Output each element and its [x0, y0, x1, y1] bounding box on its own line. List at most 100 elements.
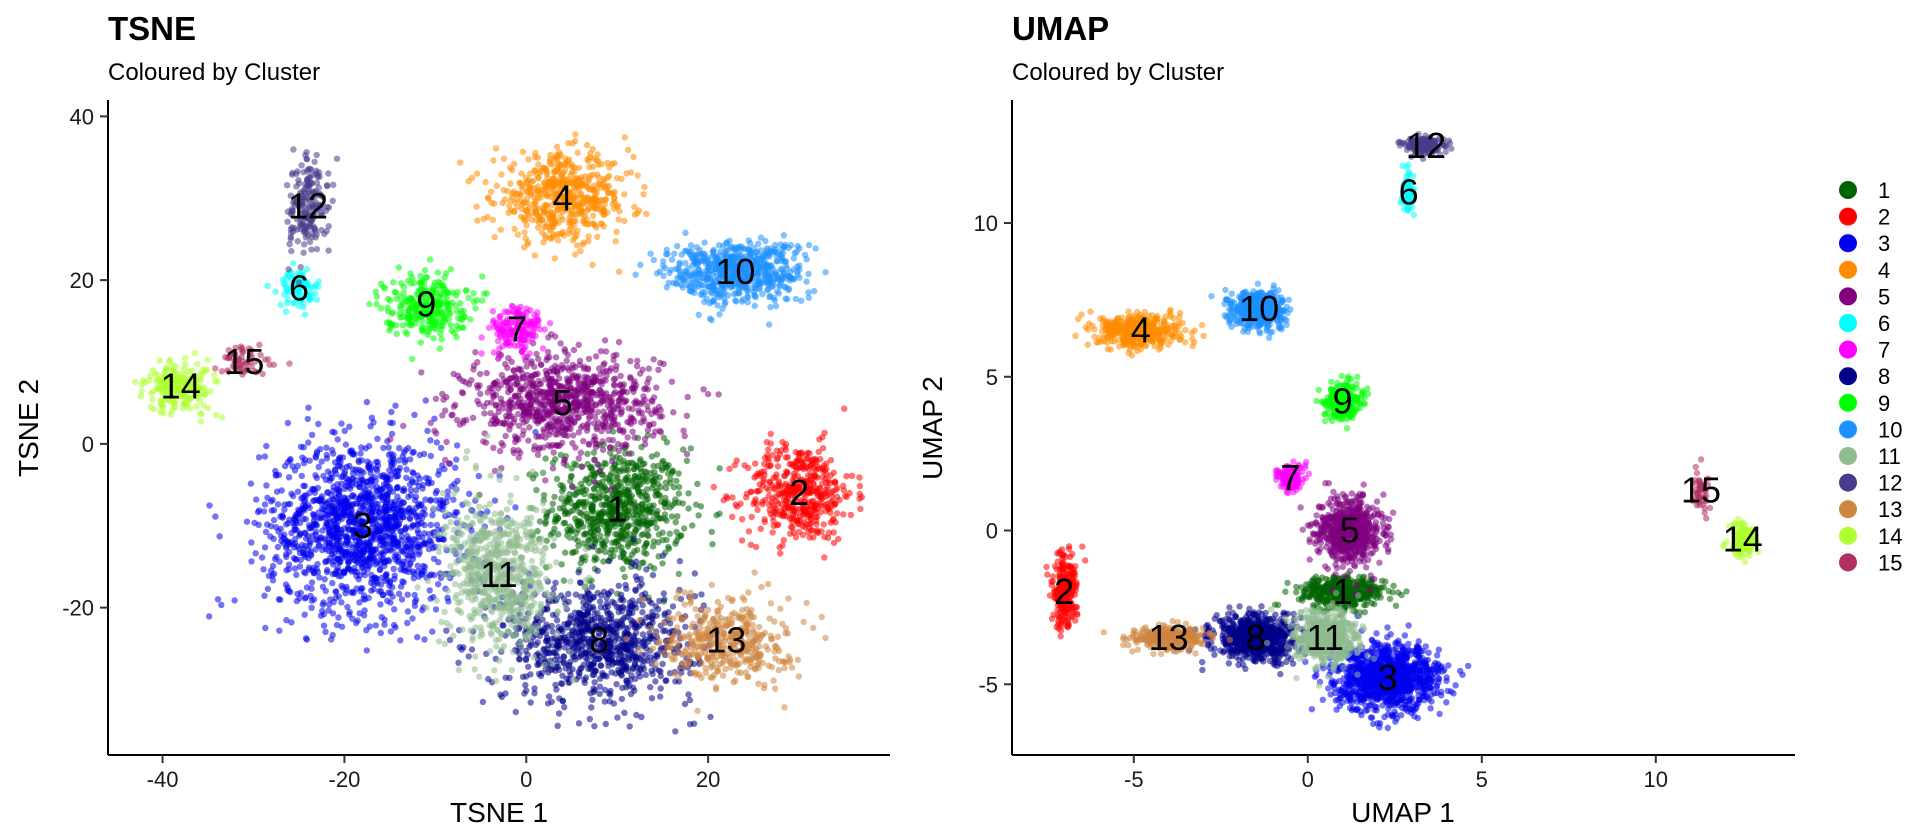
scatter-point: [306, 504, 313, 511]
scatter-point: [527, 401, 534, 408]
scatter-point: [600, 408, 607, 415]
scatter-point: [621, 709, 628, 716]
scatter-point: [380, 444, 387, 452]
scatter-point: [522, 681, 529, 689]
scatter-point: [576, 517, 583, 525]
scatter-point: [692, 501, 700, 508]
scatter-point: [586, 175, 593, 182]
scatter-point: [856, 474, 863, 481]
scatter-point: [498, 439, 505, 447]
scatter-point: [546, 156, 554, 163]
scatter-point: [806, 534, 813, 541]
scatter-point: [682, 623, 689, 630]
scatter-point: [610, 659, 618, 666]
scatter-point: [812, 488, 820, 495]
scatter-point: [561, 346, 568, 353]
scatter-point: [591, 723, 598, 730]
scatter-point: [624, 522, 632, 529]
scatter-point: [331, 570, 339, 577]
scatter-point: [367, 423, 374, 430]
scatter-point: [594, 233, 601, 240]
scatter-point: [560, 577, 568, 584]
scatter-point: [500, 155, 508, 162]
tsne-subtitle: Coloured by Cluster: [108, 59, 320, 86]
scatter-point: [752, 543, 760, 551]
scatter-point: [406, 504, 413, 512]
scatter-point: [313, 296, 321, 303]
scatter-point: [537, 380, 544, 388]
scatter-point: [294, 590, 301, 598]
scatter-point: [247, 480, 255, 487]
scatter-point: [525, 437, 532, 444]
scatter-point: [433, 439, 440, 446]
scatter-point: [435, 471, 442, 478]
scatter-point: [523, 687, 530, 694]
scatter-point: [283, 553, 290, 561]
scatter-point: [825, 529, 833, 536]
scatter-point: [356, 572, 363, 579]
scatter-point: [668, 469, 675, 477]
scatter-point: [592, 440, 599, 448]
scatter-point: [764, 451, 771, 459]
scatter-point: [615, 338, 623, 346]
scatter-point: [799, 522, 806, 530]
scatter-point: [638, 531, 645, 539]
scatter-point: [535, 224, 542, 231]
scatter-point: [614, 714, 621, 721]
scatter-point: [815, 448, 822, 455]
scatter-point: [395, 590, 403, 597]
scatter-point: [278, 512, 286, 519]
scatter-point: [575, 164, 583, 172]
scatter-point: [333, 621, 341, 629]
scatter-point: [511, 225, 518, 232]
scatter-point: [485, 324, 493, 331]
scatter-point: [342, 474, 350, 482]
scatter-point: [400, 579, 407, 586]
scatter-point: [713, 512, 720, 519]
scatter-point: [487, 188, 495, 195]
scatter-point: [503, 412, 510, 420]
scatter-point: [572, 180, 579, 187]
scatter-point: [285, 474, 293, 481]
scatter-point: [321, 576, 328, 583]
scatter-point: [409, 479, 416, 486]
scatter-point: [317, 534, 324, 542]
scatter-point: [267, 523, 275, 530]
scatter-point: [605, 436, 613, 444]
scatter-point: [633, 362, 641, 370]
scatter-point: [641, 435, 649, 443]
scatter-point: [668, 513, 676, 520]
scatter-point: [368, 579, 375, 586]
scatter-point: [670, 409, 677, 416]
scatter-point: [416, 451, 423, 459]
scatter-point: [570, 432, 577, 439]
scatter-point: [599, 181, 606, 188]
scatter-point: [655, 531, 663, 538]
scatter-point: [418, 501, 425, 508]
scatter-point: [481, 410, 488, 417]
scatter-point: [646, 597, 653, 605]
scatter-point: [332, 588, 340, 595]
scatter-point: [498, 171, 505, 178]
scatter-point: [328, 446, 336, 454]
scatter-point: [821, 501, 829, 509]
scatter-point: [419, 570, 426, 577]
scatter-point: [567, 508, 574, 515]
scatter-point: [350, 589, 357, 597]
scatter-point: [476, 370, 484, 378]
scatter-point: [416, 475, 424, 482]
scatter-point: [427, 452, 435, 460]
scatter-point: [583, 141, 591, 149]
scatter-point: [632, 472, 639, 480]
scatter-point: [599, 510, 606, 517]
scatter-point: [550, 542, 557, 549]
scatter-point: [541, 428, 548, 435]
scatter-point: [576, 380, 583, 387]
scatter-point: [686, 696, 694, 704]
scatter-point: [333, 526, 340, 533]
scatter-point: [777, 550, 784, 557]
scatter-point: [512, 374, 519, 381]
scatter-point: [519, 399, 527, 406]
scatter-point: [614, 474, 621, 481]
